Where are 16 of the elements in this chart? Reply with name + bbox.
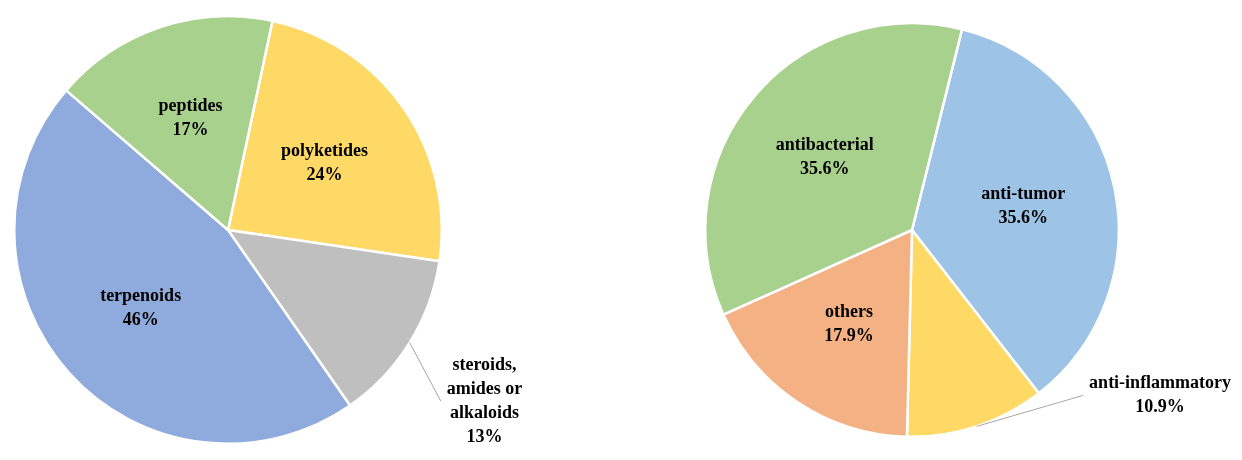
- slice-label: anti-tumor: [981, 183, 1066, 204]
- slice-label: others: [825, 301, 874, 322]
- data-label: 46%: [122, 309, 159, 330]
- slice-label: peptides: [158, 95, 223, 116]
- data-label: 35.6%: [998, 207, 1049, 228]
- slice-label: antibacterial: [775, 133, 874, 154]
- slice-label: anti-inflammatory: [1089, 372, 1232, 393]
- slice-label: polyketides: [281, 139, 369, 160]
- slice-label: terpenoids: [100, 285, 182, 306]
- data-label: 13%: [466, 425, 503, 446]
- data-label: 17.9%: [824, 325, 874, 346]
- slice-label: steroids, amides or alkaloids: [446, 353, 523, 422]
- data-label: 24%: [306, 163, 343, 184]
- data-label: 35.6%: [800, 157, 850, 178]
- data-label: 17%: [172, 119, 209, 140]
- data-label: 10.9%: [1135, 396, 1185, 417]
